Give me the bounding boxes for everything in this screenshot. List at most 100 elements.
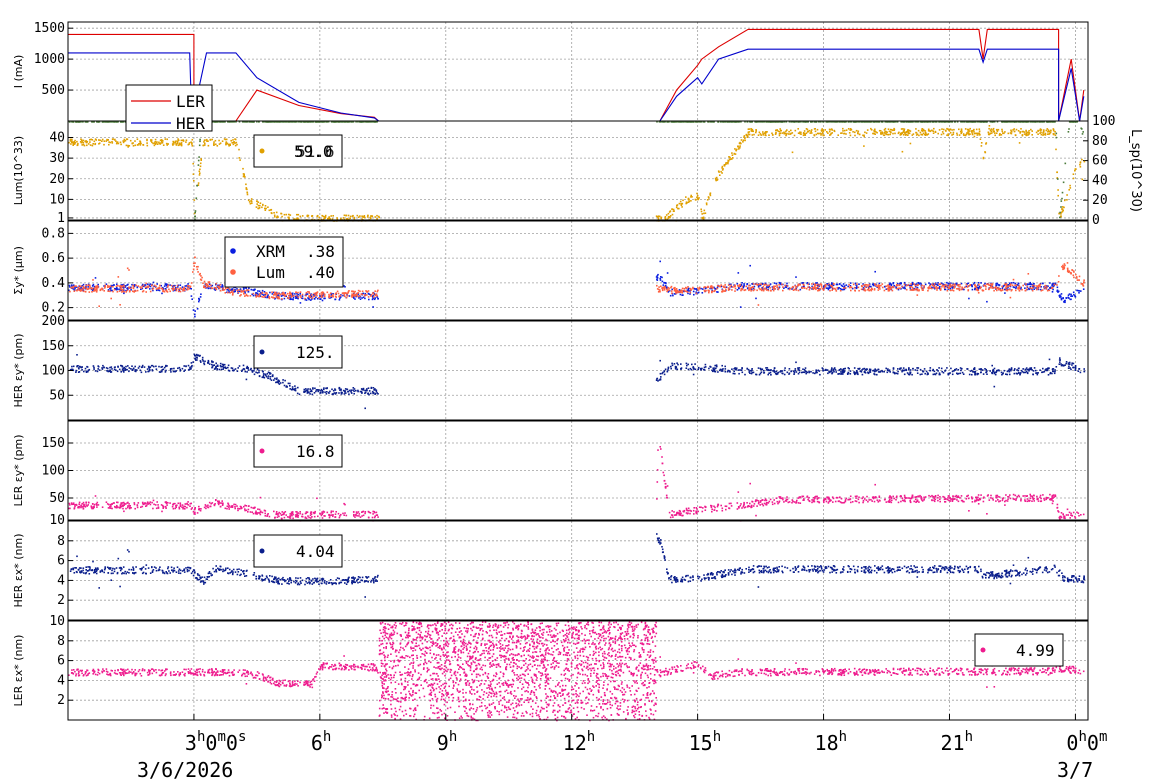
data-point bbox=[1037, 286, 1039, 289]
data-point bbox=[130, 289, 132, 291]
data-point bbox=[161, 288, 164, 291]
data-point bbox=[657, 215, 660, 217]
data-point bbox=[856, 286, 858, 288]
data-point bbox=[225, 367, 228, 369]
data-point bbox=[265, 292, 268, 294]
data-point bbox=[855, 129, 858, 132]
data-point bbox=[743, 289, 746, 292]
data-point bbox=[1022, 371, 1025, 374]
data-point bbox=[294, 293, 296, 295]
data-point bbox=[947, 134, 950, 137]
data-point bbox=[204, 144, 206, 146]
data-point bbox=[747, 368, 750, 371]
data-point bbox=[1020, 286, 1022, 289]
data-point bbox=[806, 121, 808, 123]
data-point bbox=[792, 285, 794, 288]
data-point bbox=[158, 287, 161, 289]
data-point bbox=[1039, 132, 1041, 134]
data-point bbox=[938, 283, 940, 285]
data-point bbox=[798, 121, 801, 123]
data-point bbox=[909, 289, 912, 291]
data-point bbox=[1029, 283, 1032, 285]
data-point bbox=[958, 289, 961, 292]
data-point bbox=[1000, 371, 1003, 374]
data-point bbox=[290, 298, 293, 300]
data-point bbox=[120, 121, 122, 123]
data-point bbox=[247, 289, 250, 291]
data-point bbox=[820, 134, 822, 136]
data-point bbox=[1051, 284, 1053, 287]
data-point bbox=[1073, 276, 1075, 279]
series-line-ler bbox=[68, 28, 1085, 122]
data-point bbox=[328, 216, 331, 218]
data-point bbox=[943, 286, 946, 288]
data-point bbox=[297, 218, 300, 220]
data-point bbox=[916, 294, 919, 296]
data-point bbox=[666, 286, 668, 289]
data-point bbox=[163, 285, 166, 287]
data-point bbox=[364, 294, 366, 296]
data-point bbox=[76, 354, 78, 356]
data-point bbox=[729, 156, 731, 159]
data-point bbox=[838, 372, 841, 375]
data-point bbox=[1028, 283, 1030, 285]
data-point bbox=[1033, 285, 1036, 287]
data-point bbox=[1040, 289, 1043, 292]
data-point bbox=[785, 134, 787, 137]
data-point bbox=[704, 290, 706, 293]
data-point bbox=[762, 286, 765, 288]
y2-tick-label: 20 bbox=[1092, 193, 1108, 208]
data-point bbox=[213, 121, 216, 123]
data-point bbox=[284, 295, 286, 297]
data-point bbox=[870, 285, 872, 288]
data-point bbox=[803, 130, 806, 132]
data-point bbox=[738, 284, 741, 286]
data-point bbox=[1079, 371, 1082, 374]
data-point bbox=[106, 284, 109, 287]
data-point bbox=[727, 287, 730, 289]
data-point bbox=[805, 287, 808, 290]
data-point bbox=[322, 215, 325, 218]
data-point bbox=[248, 201, 251, 203]
data-point bbox=[342, 294, 344, 297]
data-point bbox=[779, 121, 782, 123]
data-point bbox=[804, 134, 807, 136]
data-point bbox=[723, 164, 725, 166]
data-point bbox=[688, 198, 690, 201]
data-point bbox=[1059, 216, 1061, 219]
data-point bbox=[900, 282, 902, 285]
data-point bbox=[845, 129, 848, 131]
data-point bbox=[822, 121, 824, 123]
data-point bbox=[749, 288, 752, 290]
data-point bbox=[768, 134, 770, 136]
data-point bbox=[240, 289, 242, 292]
data-point bbox=[857, 367, 859, 370]
data-point bbox=[988, 125, 991, 127]
data-point bbox=[224, 121, 226, 123]
data-point bbox=[1039, 288, 1042, 291]
data-point bbox=[849, 282, 852, 284]
data-point bbox=[366, 388, 368, 390]
data-point bbox=[775, 282, 778, 285]
data-point bbox=[191, 298, 193, 300]
data-point bbox=[1033, 282, 1035, 285]
data-point bbox=[834, 287, 836, 290]
data-point bbox=[1043, 287, 1046, 289]
data-point bbox=[909, 287, 911, 289]
data-point bbox=[331, 121, 333, 123]
data-point bbox=[112, 286, 114, 288]
data-point bbox=[75, 285, 77, 287]
data-point bbox=[917, 282, 920, 284]
data-point bbox=[88, 291, 91, 293]
data-point bbox=[1044, 284, 1047, 287]
data-point bbox=[340, 121, 342, 123]
data-point bbox=[332, 293, 334, 295]
data-point bbox=[194, 256, 196, 259]
data-point bbox=[146, 144, 149, 147]
data-point bbox=[127, 283, 129, 286]
data-point bbox=[324, 297, 326, 300]
data-point bbox=[917, 284, 919, 286]
data-point bbox=[122, 288, 124, 291]
data-point bbox=[773, 369, 775, 371]
data-point bbox=[1005, 282, 1007, 284]
